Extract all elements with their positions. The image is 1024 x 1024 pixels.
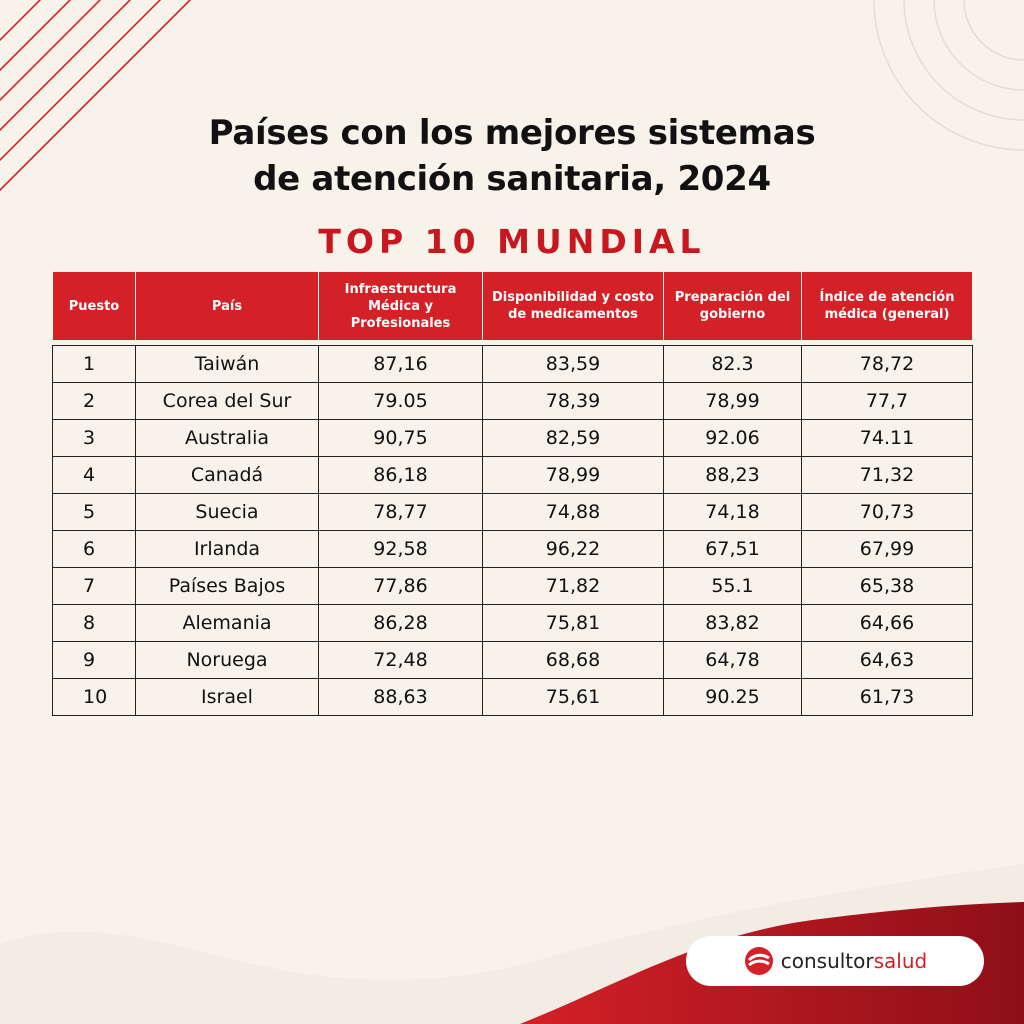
cell-infraestructura: 77,86 (318, 567, 483, 605)
cell-preparacion: 67,51 (663, 530, 802, 568)
table-row: 6 Irlanda 92,58 96,22 67,51 67,99 (52, 530, 973, 568)
cell-disponibilidad: 96,22 (482, 530, 664, 568)
table-row: 9 Noruega 72,48 68,68 64,78 64,63 (52, 641, 973, 679)
header-preparacion: Preparación del gobierno (663, 271, 802, 341)
cell-puesto: 5 (52, 493, 136, 531)
cell-disponibilidad: 71,82 (482, 567, 664, 605)
cell-infraestructura: 92,58 (318, 530, 483, 568)
cell-indice: 70,73 (801, 493, 973, 531)
cell-infraestructura: 90,75 (318, 419, 483, 457)
header-puesto: Puesto (52, 271, 136, 341)
header-indice: Índice de atención médica (general) (801, 271, 973, 341)
header-disponibilidad: Disponibilidad y costo de medicamentos (482, 271, 664, 341)
cell-pais: Israel (135, 678, 319, 716)
table-row: 2 Corea del Sur 79.05 78,39 78,99 77,7 (52, 382, 973, 420)
brand-name-accent: salud (873, 949, 928, 973)
cell-preparacion: 55.1 (663, 567, 802, 605)
cell-pais: Taiwán (135, 345, 319, 383)
cell-infraestructura: 86,18 (318, 456, 483, 494)
consultorsalud-logo-icon (744, 947, 773, 975)
cell-pais: Suecia (135, 493, 319, 531)
cell-puesto: 6 (52, 530, 136, 568)
cell-puesto: 2 (52, 382, 136, 420)
table-row: 5 Suecia 78,77 74,88 74,18 70,73 (52, 493, 973, 531)
cell-infraestructura: 86,28 (318, 604, 483, 642)
cell-pais: Corea del Sur (135, 382, 319, 420)
decorative-diagonal-lines (0, 0, 192, 192)
cell-indice: 64,66 (801, 604, 973, 642)
cell-indice: 77,7 (801, 382, 973, 420)
cell-pais: Canadá (135, 456, 319, 494)
cell-puesto: 8 (52, 604, 136, 642)
cell-puesto: 3 (52, 419, 136, 457)
cell-preparacion: 64,78 (663, 641, 802, 679)
table-row: 10 Israel 88,63 75,61 90.25 61,73 (52, 678, 973, 716)
cell-infraestructura: 72,48 (318, 641, 483, 679)
page-title: Países con los mejores sistemas de atenc… (0, 110, 1024, 202)
cell-indice: 74.11 (801, 419, 973, 457)
page-subtitle: TOP 10 MUNDIAL (318, 222, 706, 261)
cell-puesto: 1 (52, 345, 136, 383)
cell-disponibilidad: 74,88 (482, 493, 664, 531)
cell-indice: 61,73 (801, 678, 973, 716)
cell-indice: 65,38 (801, 567, 973, 605)
cell-infraestructura: 88,63 (318, 678, 483, 716)
cell-puesto: 7 (52, 567, 136, 605)
cell-pais: Países Bajos (135, 567, 319, 605)
header-pais: País (135, 271, 319, 341)
table-row: 4 Canadá 86,18 78,99 88,23 71,32 (52, 456, 973, 494)
cell-preparacion: 74,18 (663, 493, 802, 531)
brand-name-main: consultor (780, 949, 874, 973)
cell-disponibilidad: 82,59 (482, 419, 664, 457)
cell-preparacion: 88,23 (663, 456, 802, 494)
table-row: 1 Taiwán 87,16 83,59 82.3 78,72 (52, 345, 973, 383)
cell-disponibilidad: 75,81 (482, 604, 664, 642)
cell-disponibilidad: 78,99 (482, 456, 664, 494)
cell-preparacion: 78,99 (663, 382, 802, 420)
cell-pais: Alemania (135, 604, 319, 642)
cell-preparacion: 90.25 (663, 678, 802, 716)
table-row: 3 Australia 90,75 82,59 92.06 74.11 (52, 419, 973, 457)
cell-disponibilidad: 68,68 (482, 641, 664, 679)
cell-infraestructura: 79.05 (318, 382, 483, 420)
cell-indice: 64,63 (801, 641, 973, 679)
cell-puesto: 10 (52, 678, 136, 716)
page-title-line-2: de atención sanitaria, 2024 (253, 159, 771, 199)
cell-infraestructura: 87,16 (318, 345, 483, 383)
ranking-table: 1 Taiwán 87,16 83,59 82.3 78,72 2 Corea del Sur… (52, 345, 973, 716)
cell-pais: Noruega (135, 641, 319, 679)
cell-puesto: 4 (52, 456, 136, 494)
brand-name: consultorsalud (781, 949, 927, 973)
cell-preparacion: 92.06 (663, 419, 802, 457)
table-row: 7 Países Bajos 77,86 71,82 55.1 65,38 (52, 567, 973, 605)
cell-disponibilidad: 78,39 (482, 382, 664, 420)
page-title-line-1: Países con los mejores sistemas (208, 113, 816, 153)
cell-preparacion: 83,82 (663, 604, 802, 642)
cell-pais: Irlanda (135, 530, 319, 568)
cell-disponibilidad: 75,61 (482, 678, 664, 716)
header-infraestructura: Infraestructura Médica y Profesionales (318, 271, 483, 341)
brand-logo: consultorsalud (686, 936, 984, 986)
table-header-row: Puesto País Infraestructura Médica y Pro… (52, 271, 973, 341)
table-row: 8 Alemania 86,28 75,81 83,82 64,66 (52, 604, 973, 642)
table-header: Puesto País Infraestructura Médica y Pro… (52, 271, 973, 341)
cell-pais: Australia (135, 419, 319, 457)
cell-infraestructura: 78,77 (318, 493, 483, 531)
cell-indice: 67,99 (801, 530, 973, 568)
cell-indice: 71,32 (801, 456, 973, 494)
cell-indice: 78,72 (801, 345, 973, 383)
cell-preparacion: 82.3 (663, 345, 802, 383)
cell-disponibilidad: 83,59 (482, 345, 664, 383)
cell-puesto: 9 (52, 641, 136, 679)
